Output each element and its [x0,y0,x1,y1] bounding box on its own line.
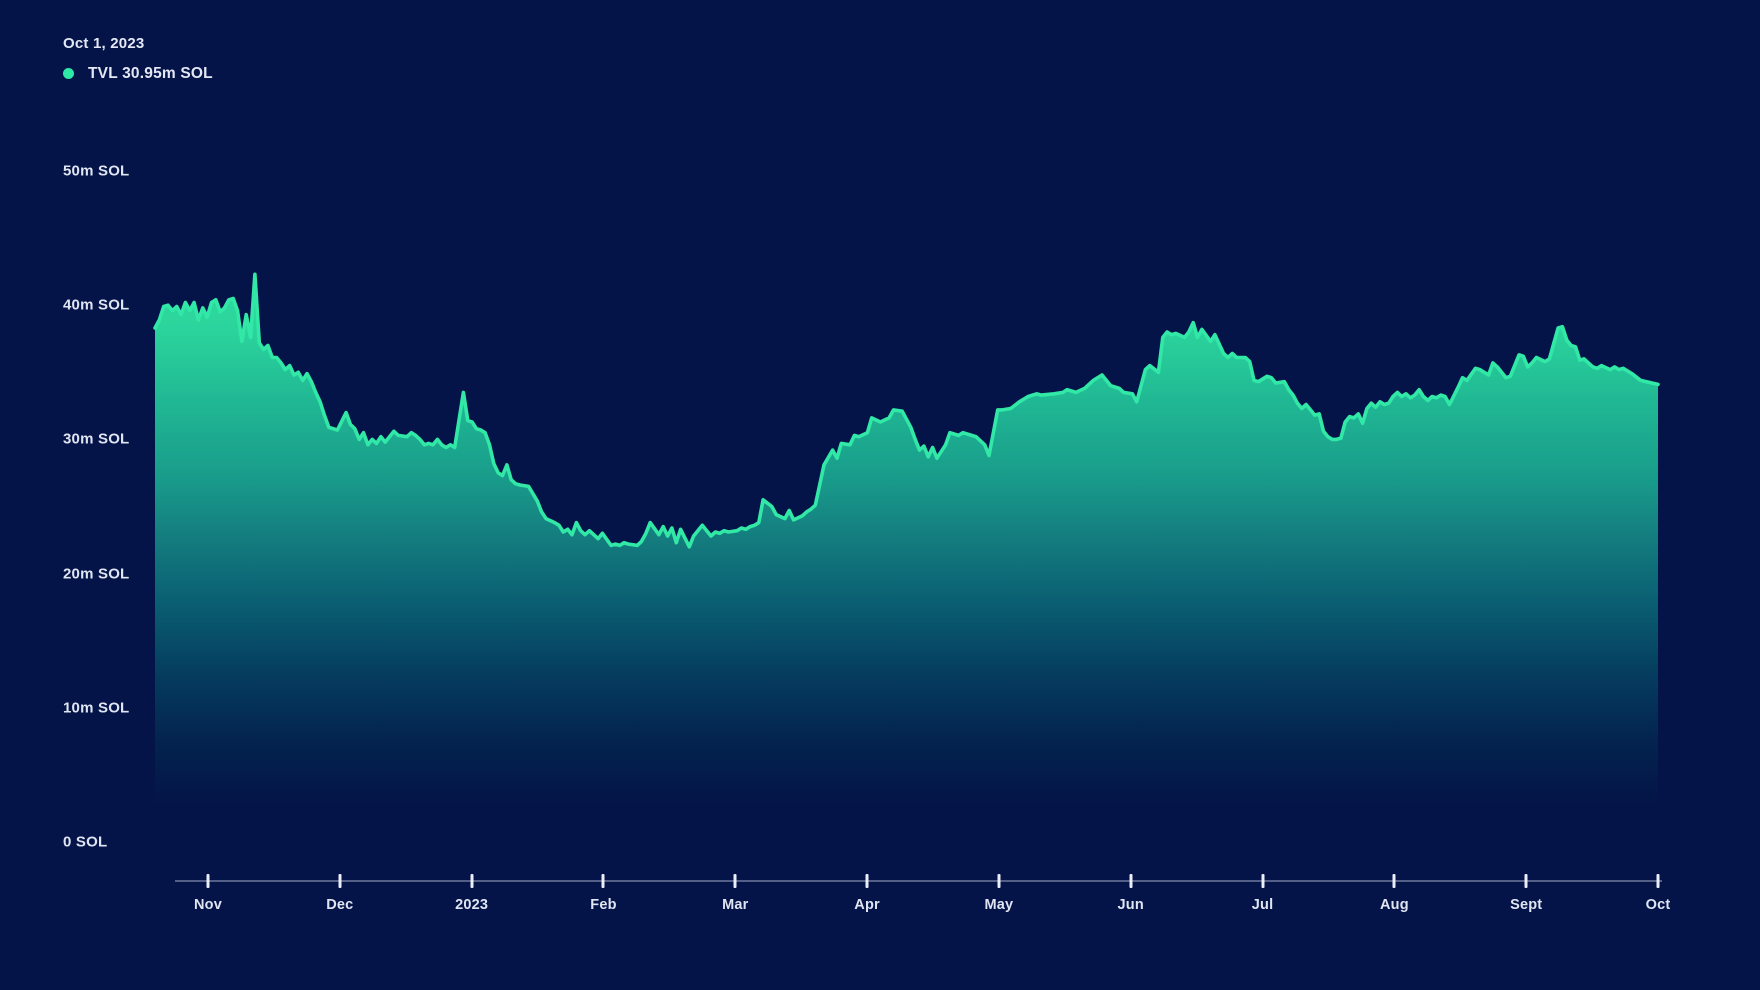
x-axis-tick [1129,874,1133,888]
x-axis-tick [470,874,474,888]
x-axis-line [175,880,1662,882]
x-axis-label: Jun [1117,897,1144,913]
y-axis-label: 40m SOL [63,296,130,314]
x-axis-tick [338,874,342,888]
x-axis-tick [206,874,210,888]
x-axis-tick [997,874,1001,888]
tvl-area-fill [155,274,1658,808]
x-axis-label: Oct [1645,897,1671,913]
tvl-series-dot-icon [63,68,74,79]
x-axis-tick [1656,874,1660,888]
y-axis-label: 0 SOL [63,833,108,851]
x-axis-tick [1261,874,1265,888]
x-axis-label: Mar [722,897,749,913]
x-axis-label: Sept [1510,897,1543,913]
y-axis-label: 30m SOL [63,430,130,448]
x-axis-label: May [984,897,1014,913]
x-axis-label: Nov [194,897,222,913]
x-axis-tick [601,874,605,888]
tooltip-date: Oct 1, 2023 [63,35,145,52]
x-axis-tick [1524,874,1528,888]
legend: TVL 30.95m SOL [63,65,213,82]
x-axis-tick [733,874,737,888]
x-axis-label: 2023 [455,897,489,913]
x-axis-tick [865,874,869,888]
x-axis-label: Aug [1379,897,1409,913]
x-axis-tick [1392,874,1396,888]
x-axis-label: Feb [590,897,617,913]
x-axis-label: Jul [1251,897,1274,913]
tvl-line [153,272,1660,549]
y-axis-label: 20m SOL [63,565,130,583]
y-axis-label: 10m SOL [63,699,130,717]
tvl-legend-label: TVL 30.95m SOL [88,64,213,82]
x-axis-label: Apr [854,897,880,913]
x-axis-label: Dec [326,897,354,913]
y-axis-label: 50m SOL [63,162,130,180]
